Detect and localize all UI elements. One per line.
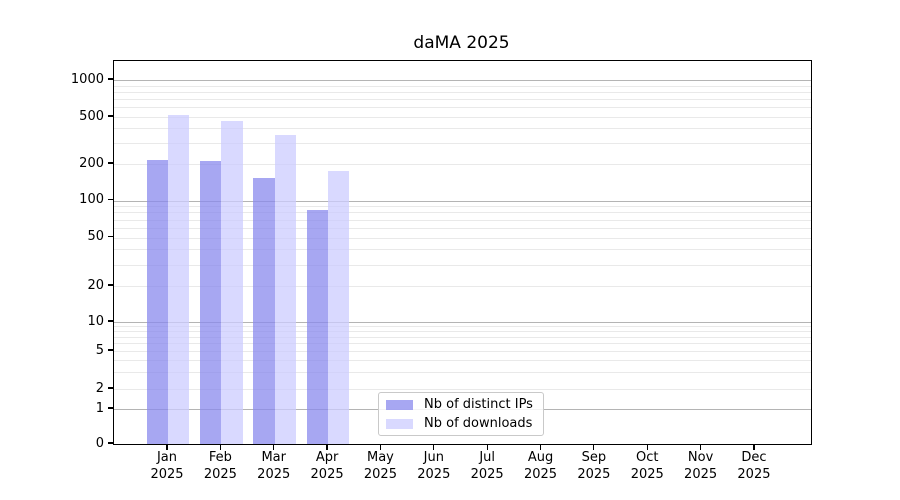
y-gridline-minor (114, 351, 811, 352)
x-tick (539, 444, 542, 450)
bar-distinct-ips (200, 161, 222, 444)
plot-area (113, 60, 812, 445)
y-gridline-minor (114, 212, 811, 214)
bar-downloads (168, 115, 190, 444)
x-tick (700, 444, 702, 450)
y-tick-label: 100 (79, 192, 104, 207)
bar-distinct-ips (146, 160, 168, 444)
y-gridline-minor (114, 91, 811, 93)
gridlines-layer (114, 61, 811, 444)
y-gridline-minor (114, 343, 811, 345)
bars-layer (114, 61, 811, 444)
y-gridline-minor (114, 237, 811, 239)
legend-label-distinct-ips: Nb of distinct IPs (424, 397, 533, 412)
y-gridline-minor (114, 326, 811, 328)
y-gridline-minor (114, 128, 811, 130)
y-tick-label: 50 (87, 229, 104, 244)
x-tick-label: Nov 2025 (684, 450, 718, 482)
y-gridline-minor (114, 360, 811, 362)
x-tick-label: Feb 2025 (203, 450, 237, 482)
y-tick-label: 200 (79, 155, 104, 171)
y-gridline-minor (114, 143, 811, 145)
legend-swatch-downloads (386, 418, 413, 429)
y-gridline-minor (114, 286, 811, 287)
y-gridline-major (114, 200, 811, 202)
y-gridline-minor (114, 164, 811, 165)
y-gridline-minor (114, 227, 811, 229)
bar-downloads (221, 121, 243, 444)
y-tick-label: 20 (87, 277, 104, 293)
chart-title: daMA 2025 (413, 33, 510, 53)
y-tick-label: 500 (79, 108, 104, 124)
x-tick (753, 444, 755, 450)
y-tick-label: 5 (95, 342, 104, 358)
x-tick (219, 444, 221, 450)
x-tick-label: Jan 2025 (150, 450, 184, 482)
legend-item-distinct-ips: Nb of distinct IPs (379, 397, 543, 412)
legend: Nb of distinct IPs Nb of downloads (378, 392, 544, 436)
y-gridline-minor (114, 117, 811, 118)
bar-distinct-ips (253, 178, 275, 444)
legend-item-downloads: Nb of downloads (379, 416, 543, 431)
x-tick (273, 444, 275, 450)
x-tick (379, 444, 382, 450)
y-gridline-minor (114, 249, 811, 251)
y-gridline-minor (114, 85, 811, 87)
x-tick-label: Sep 2025 (577, 450, 611, 482)
y-tick-label: 1 (95, 400, 104, 416)
bar-downloads (274, 134, 297, 444)
legend-label-downloads: Nb of downloads (424, 416, 533, 431)
x-tick (486, 444, 488, 450)
y-gridline-major (114, 80, 811, 81)
legend-swatch-distinct-ips (386, 399, 413, 410)
y-tick-label: 10 (87, 313, 104, 329)
x-tick-label: Apr 2025 (310, 450, 344, 482)
y-gridline-minor (114, 219, 811, 221)
y-gridline-major (114, 322, 811, 323)
x-tick-label: May 2025 (363, 450, 397, 482)
x-tick (166, 444, 168, 450)
y-gridline-minor (114, 336, 811, 338)
x-tick (593, 444, 595, 450)
y-gridline-minor (114, 99, 811, 101)
y-gridline-minor (114, 331, 811, 333)
x-tick-label: Jun 2025 (417, 450, 451, 482)
x-tick (646, 444, 648, 450)
x-tick-label: Oct 2025 (630, 450, 664, 482)
x-tick-label: Dec 2025 (737, 450, 771, 482)
y-tick-label: 1000 (70, 71, 104, 87)
y-gridline-minor (114, 107, 811, 109)
y-gridline-minor (114, 389, 811, 390)
y-gridline-minor (114, 264, 811, 266)
x-tick-label: Aug 2025 (523, 450, 558, 482)
y-gridline-minor (114, 206, 811, 208)
y-tick-label: 2 (95, 380, 104, 396)
bar-distinct-ips (306, 209, 329, 444)
x-tick-label: Jul 2025 (470, 450, 504, 482)
y-gridline-minor (114, 372, 811, 374)
x-tick-label: Mar 2025 (257, 450, 291, 482)
x-tick (326, 444, 328, 450)
bar-downloads (328, 170, 350, 444)
y-tick-label: 0 (95, 435, 104, 451)
x-tick (433, 444, 435, 450)
